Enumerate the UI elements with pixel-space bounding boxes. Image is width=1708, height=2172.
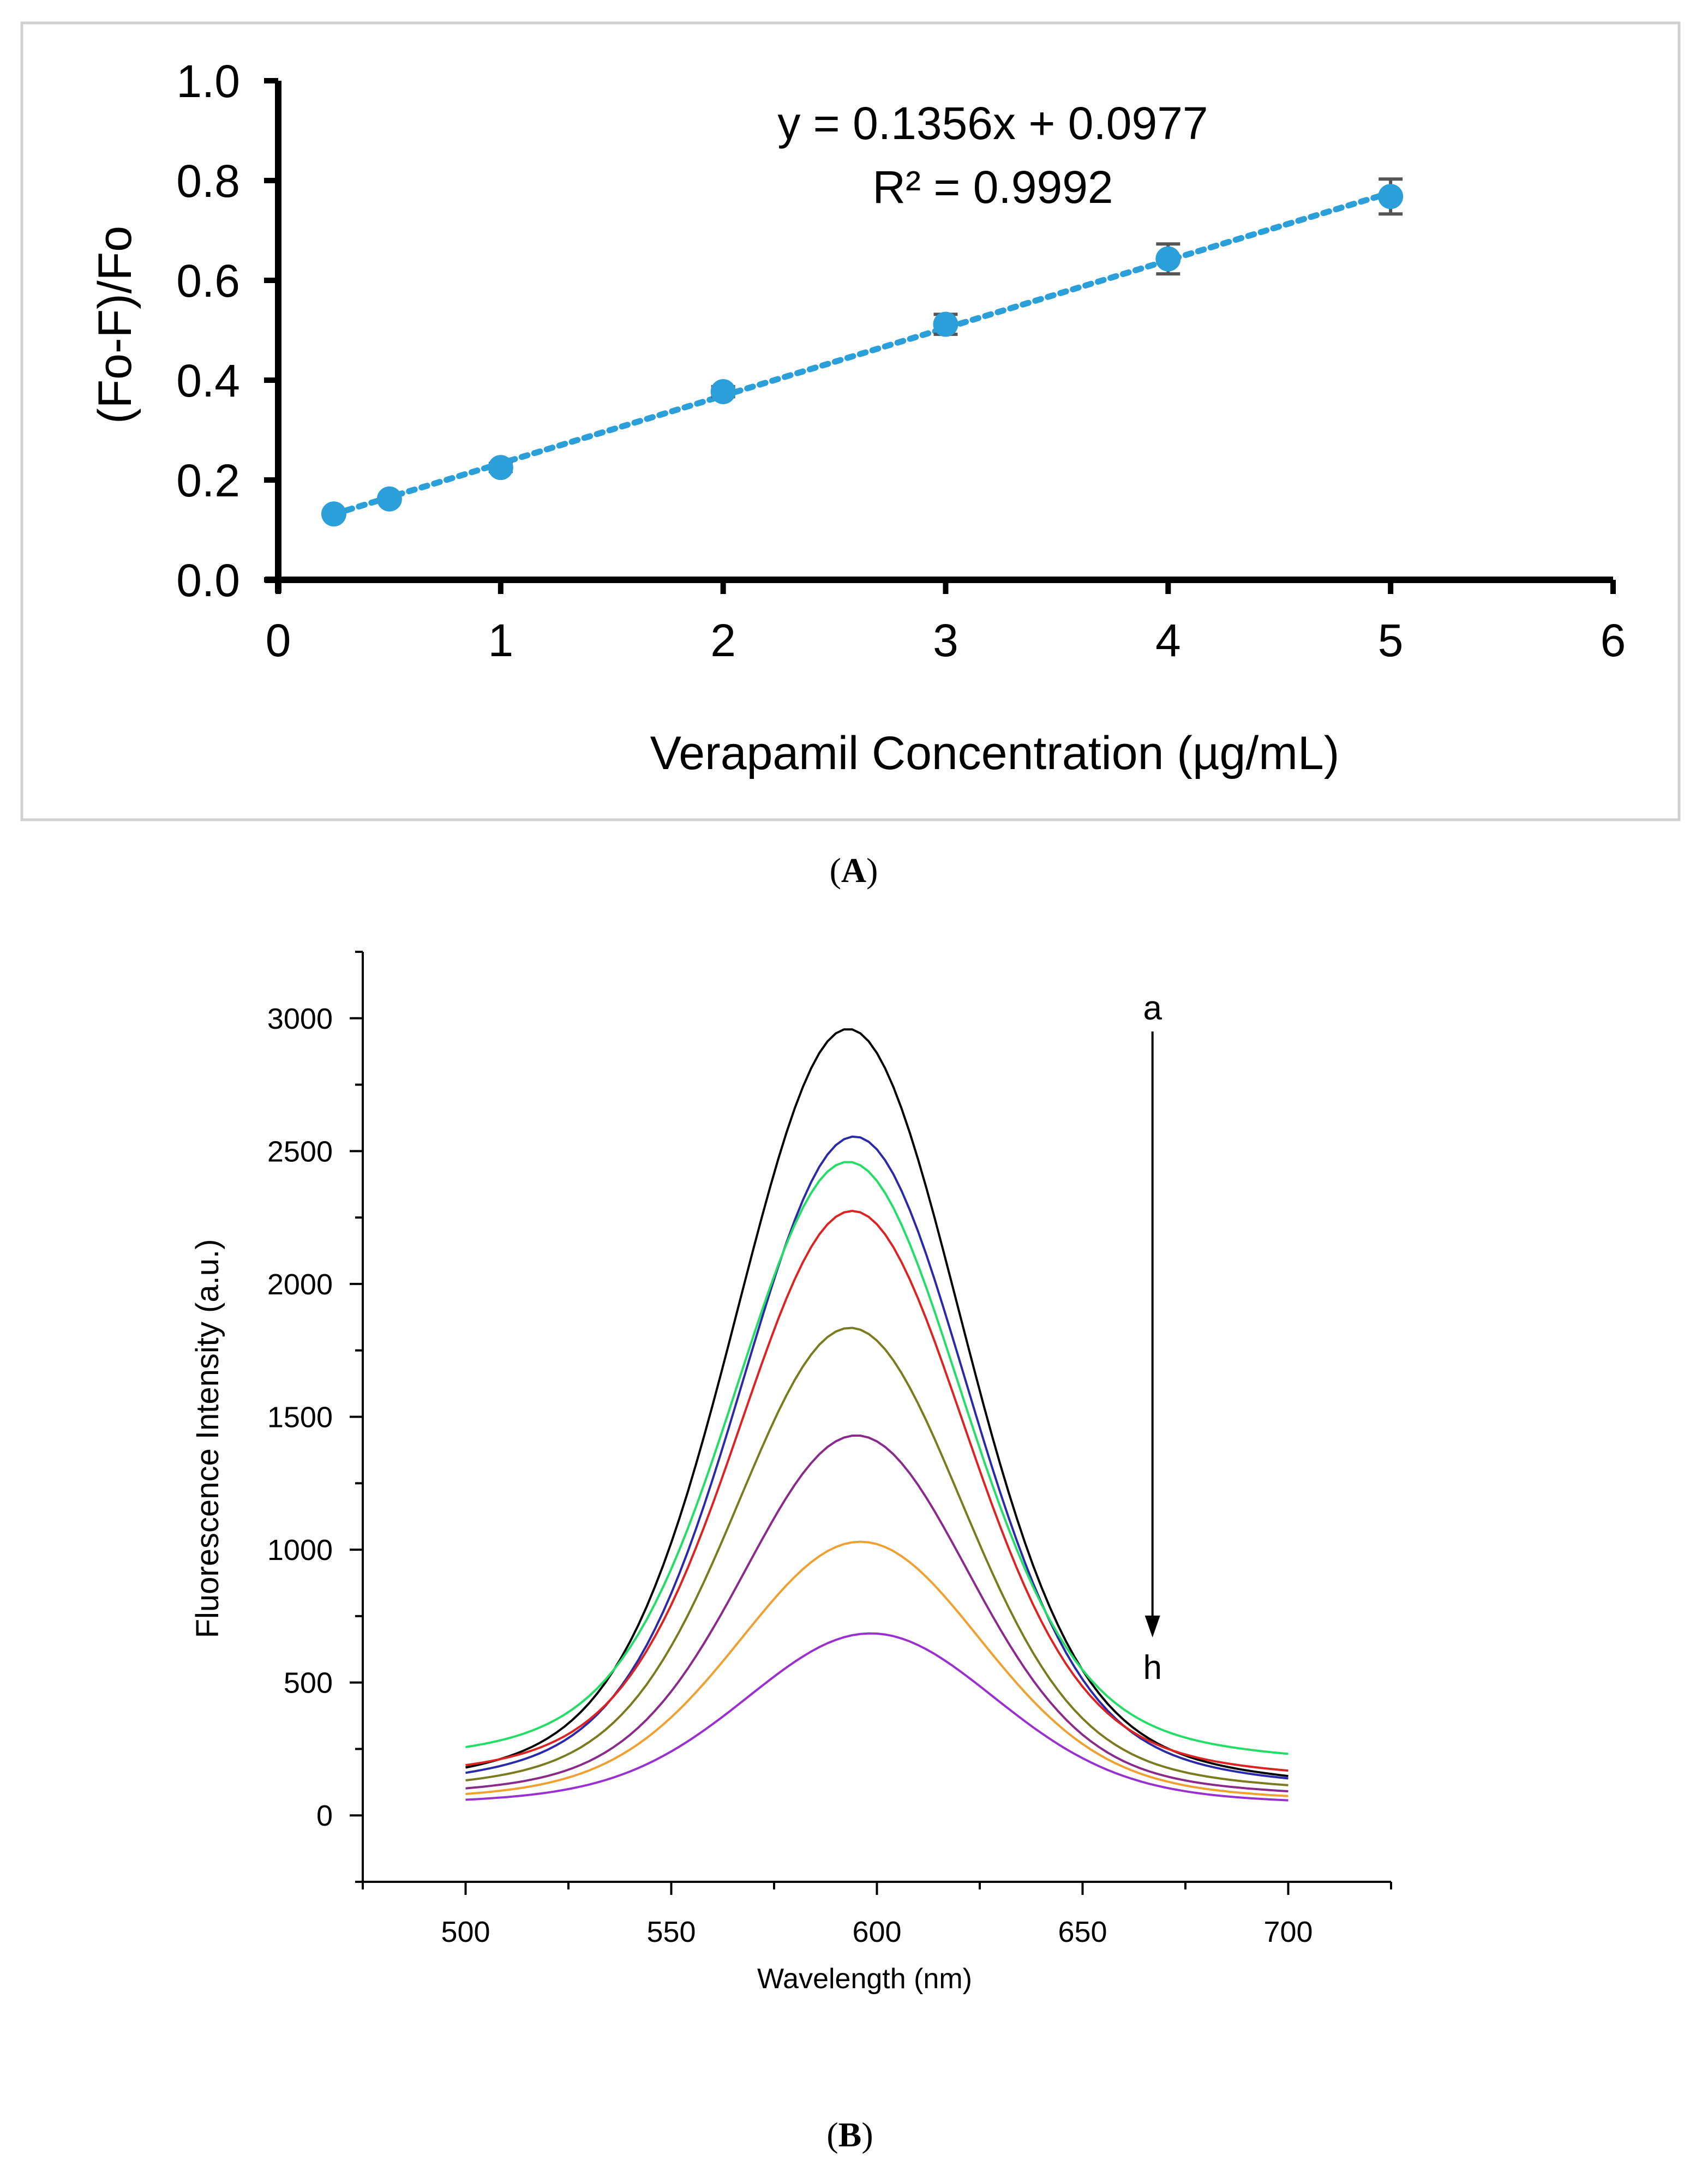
b-x-tick-label: 650 [1058, 1916, 1107, 1948]
b-y-tick-label: 1500 [267, 1401, 333, 1434]
a-y-tick-label: 0.0 [176, 555, 240, 606]
b-x-tick-label: 500 [441, 1916, 490, 1948]
a-r-squared: R² = 0.9992 [872, 161, 1113, 213]
panel-b-caption: (B) [826, 2115, 873, 2154]
a-point-marker [710, 379, 736, 405]
a-x-tick-label: 3 [933, 615, 958, 666]
b-curve-b [465, 1135, 1289, 1780]
b-y-tick-label: 2500 [267, 1135, 333, 1168]
a-y-tick-label: 0.2 [176, 455, 240, 506]
a-point-marker [321, 501, 346, 527]
a-y-tick-label: 0.4 [176, 355, 240, 406]
a-y-tick-label: 0.8 [176, 155, 240, 207]
b-x-tick-label: 700 [1263, 1916, 1313, 1948]
b-y-tick-label: 500 [284, 1667, 333, 1700]
a-point-marker [1155, 246, 1181, 272]
a-point-marker [1378, 184, 1404, 209]
a-y-tick-label: 1.0 [176, 56, 240, 107]
b-curve-f [465, 1435, 1289, 1792]
a-data-point [488, 455, 513, 481]
a-x-tick-label: 1 [488, 615, 513, 666]
a-x-tick-label: 4 [1155, 615, 1181, 666]
a-data-point [1155, 242, 1181, 276]
b-y-tick-label: 1000 [267, 1534, 333, 1567]
b-x-tick-label: 550 [646, 1916, 696, 1948]
b-curve-c [465, 1161, 1289, 1755]
a-point-marker [488, 455, 513, 481]
a-x-tick-label: 5 [1378, 615, 1404, 666]
b-x-axis-label: Wavelength (nm) [757, 1963, 972, 1995]
a-data-point [1378, 177, 1404, 216]
b-y-axis-label: Fluorescence Intensity (a.u.) [190, 1239, 225, 1639]
a-y-tick-label: 0.6 [176, 255, 240, 307]
b-y-tick-label: 0 [316, 1799, 333, 1832]
b-x-tick-label: 600 [852, 1916, 901, 1948]
b-curve-e [465, 1327, 1289, 1786]
a-x-tick-label: 2 [710, 615, 736, 666]
b-curve-a [465, 1028, 1289, 1778]
a-data-point [933, 311, 958, 337]
a-x-tick-label: 6 [1601, 615, 1626, 666]
a-point-marker [933, 311, 958, 337]
a-equation: y = 0.1356x + 0.0977 [777, 98, 1208, 149]
panel-a-letter: A [841, 851, 866, 890]
a-point-marker [376, 486, 402, 512]
b-curve-d [465, 1209, 1289, 1772]
b-y-tick-label: 2000 [267, 1268, 333, 1301]
b-arrow-label-h: h [1143, 1649, 1161, 1687]
a-data-point [321, 501, 346, 527]
b-curve-g [465, 1540, 1289, 1797]
b-curve-h [465, 1632, 1289, 1802]
panel-a-frame [20, 21, 1681, 821]
panel-b-letter: B [838, 2115, 862, 2154]
panel-a-chart: 0 1 2 3 4 5 6 0.0 0.2 0.4 0.6 0.8 1.0 Verapamil Conce… [20, 21, 1681, 890]
panel-a-caption: (A) [830, 851, 878, 890]
a-x-tick-label: 0 [266, 615, 291, 666]
b-arrow-label-a: a [1143, 989, 1162, 1027]
a-data-point [710, 379, 736, 405]
b-arrow-head [1144, 1615, 1160, 1637]
a-data-point [376, 486, 402, 512]
b-y-tick-label: 3000 [267, 1003, 333, 1035]
panel-b-chart: 500 550 600 650 700 0 500 1000 1500 2000 2500 3000 W… [190, 951, 1392, 2154]
a-y-axis-label: (Fo-F)/Fo [89, 226, 141, 424]
a-x-axis-label: Verapamil Concentration (µg/mL) [650, 727, 1340, 779]
